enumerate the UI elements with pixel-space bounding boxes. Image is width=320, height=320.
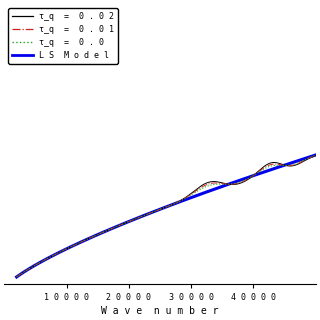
X-axis label: W a v e  n u m b e r: W a v e n u m b e r — [101, 306, 219, 316]
Legend: τ_q  =  0 . 0 2, τ_q  =  0 . 0 1, τ_q  =  0 . 0, L S  M o d e l: τ_q = 0 . 0 2, τ_q = 0 . 0 1, τ_q = 0 . … — [8, 8, 117, 63]
